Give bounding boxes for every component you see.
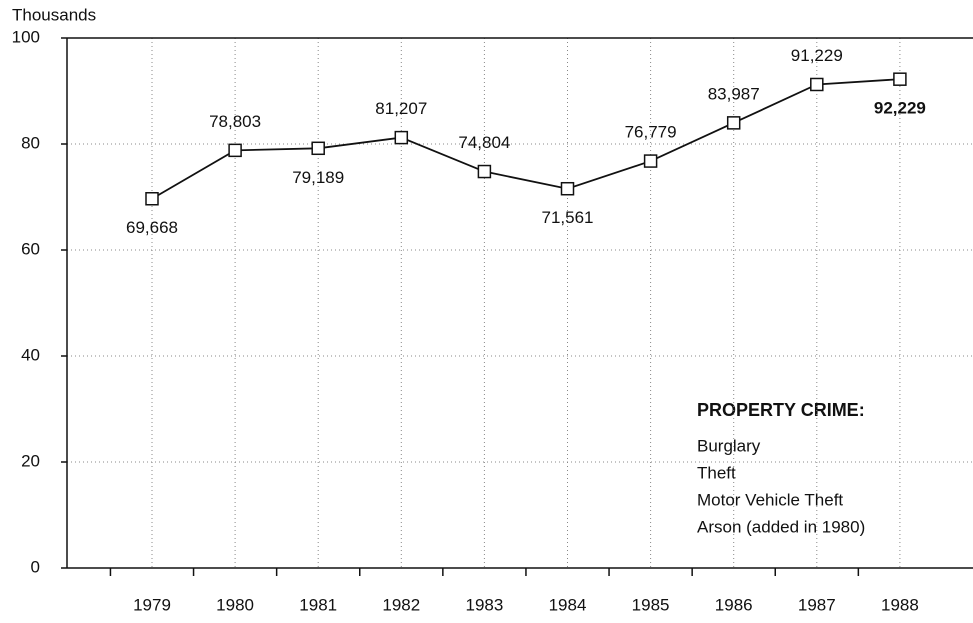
point-marker [394, 130, 409, 145]
y-tick-label: 20 [21, 451, 40, 470]
data-label: 91,229 [791, 46, 843, 65]
point-marker [726, 116, 741, 130]
x-tick-label: 1985 [632, 595, 670, 614]
x-tick-label: 1981 [299, 595, 337, 614]
annotation-line: Theft [697, 463, 736, 482]
x-tick-label: 1982 [382, 595, 420, 614]
data-label: 79,189 [292, 168, 344, 187]
point-marker [893, 72, 907, 86]
series-line [151, 78, 900, 200]
point-marker [560, 181, 575, 196]
data-label: 92,229 [874, 99, 926, 118]
x-tick-label: 1987 [798, 595, 836, 614]
x-tick-label: 1986 [715, 595, 753, 614]
point-marker [810, 77, 824, 92]
point-marker [477, 164, 492, 179]
x-tick-label: 1984 [549, 595, 587, 614]
annotation-heading: PROPERTY CRIME: [697, 400, 865, 420]
data-label: 78,803 [209, 112, 261, 131]
annotation-line: Arson (added in 1980) [697, 517, 865, 536]
y-tick-label: 40 [21, 345, 40, 364]
x-tick-label: 1980 [216, 595, 254, 614]
x-tick-label: 1979 [133, 595, 171, 614]
y-tick-label: 80 [21, 133, 40, 152]
point-marker [145, 192, 159, 206]
y-axis-label: Thousands [12, 5, 96, 24]
annotation-line: Burglary [697, 436, 761, 455]
point-marker [228, 143, 242, 158]
data-label: 74,804 [458, 133, 510, 152]
data-label: 81,207 [375, 99, 427, 118]
x-tick-label: 1983 [465, 595, 503, 614]
data-label: 83,987 [708, 84, 760, 103]
data-label: 76,779 [625, 123, 677, 142]
y-tick-label: 0 [31, 557, 40, 576]
data-label: 71,561 [542, 208, 594, 227]
y-tick-label: 60 [21, 239, 40, 258]
annotation-line: Motor Vehicle Theft [697, 490, 843, 509]
point-marker [643, 154, 658, 168]
point-marker [311, 141, 325, 156]
data-label: 69,668 [126, 218, 178, 237]
y-tick-label: 100 [12, 27, 40, 46]
x-tick-label: 1988 [881, 595, 919, 614]
